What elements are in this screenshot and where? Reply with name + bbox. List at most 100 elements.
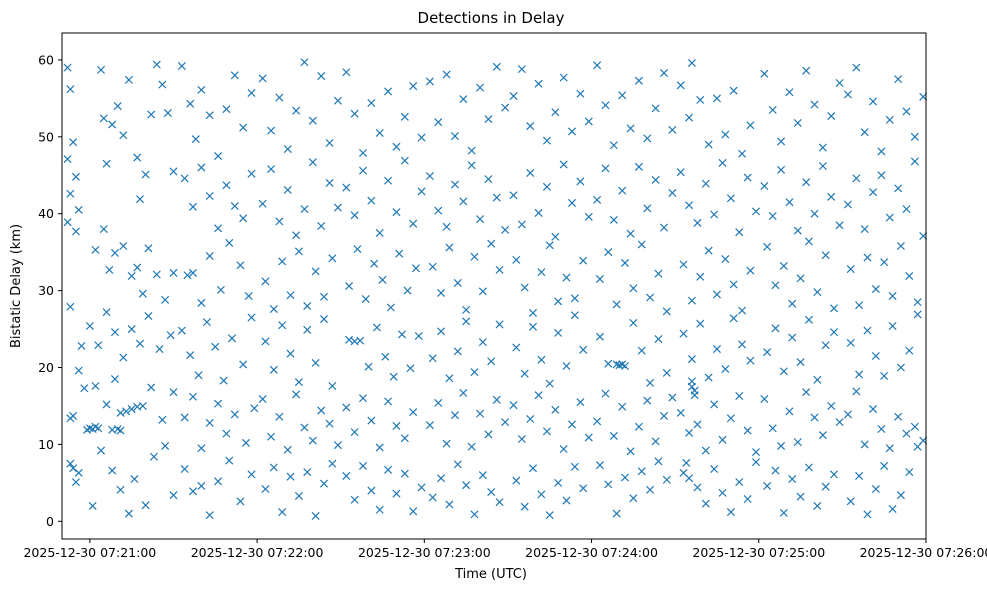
data-point xyxy=(855,301,864,310)
y-axis: 0 10 20 30 40 50 60 xyxy=(38,52,62,529)
data-point xyxy=(116,485,125,494)
data-point xyxy=(205,192,214,201)
data-point xyxy=(726,194,735,203)
data-point xyxy=(102,400,111,409)
data-point xyxy=(417,187,426,196)
data-point xyxy=(459,95,468,104)
data-point xyxy=(620,361,630,371)
data-point xyxy=(802,388,811,397)
data-point xyxy=(729,86,738,95)
data-point xyxy=(637,240,646,249)
data-point xyxy=(311,511,320,520)
data-point xyxy=(520,502,529,511)
data-point xyxy=(197,163,206,172)
data-point xyxy=(743,426,752,435)
data-point xyxy=(579,256,588,265)
data-point xyxy=(710,464,719,474)
data-point xyxy=(551,405,560,414)
data-point xyxy=(392,208,401,217)
data-point xyxy=(166,331,175,340)
y-tick-label: 30 xyxy=(38,283,54,298)
data-point xyxy=(442,70,451,79)
plot-frame xyxy=(61,32,927,540)
data-point xyxy=(372,323,381,332)
points-layer xyxy=(63,58,928,520)
data-point xyxy=(662,475,671,484)
data-point xyxy=(570,311,579,320)
data-point xyxy=(860,225,869,234)
data-point xyxy=(830,470,839,479)
data-point xyxy=(133,153,142,162)
data-point xyxy=(913,442,922,451)
data-point xyxy=(453,460,462,469)
data-point xyxy=(258,199,267,208)
data-point xyxy=(406,364,415,373)
data-point xyxy=(743,494,752,504)
x-tick-label: 2025-12-30 07:24:00 xyxy=(525,545,658,560)
data-point xyxy=(386,303,395,312)
data-point xyxy=(827,192,836,201)
data-point xyxy=(537,490,546,499)
data-point xyxy=(568,198,577,207)
data-point xyxy=(437,327,446,336)
data-point xyxy=(905,468,914,477)
data-point xyxy=(913,310,922,319)
data-point xyxy=(77,341,86,351)
data-point xyxy=(771,466,780,475)
data-point xyxy=(74,468,83,477)
data-point xyxy=(818,431,827,440)
data-point xyxy=(618,402,627,411)
data-point xyxy=(584,117,593,126)
data-point xyxy=(381,352,390,361)
data-point xyxy=(810,100,819,109)
data-point xyxy=(534,391,543,400)
data-point xyxy=(821,341,830,350)
data-point xyxy=(646,485,655,494)
data-point xyxy=(342,403,351,412)
x-tick-label: 2025-12-30 07:23:00 xyxy=(358,545,491,560)
data-point xyxy=(593,61,602,70)
y-tick-label: 50 xyxy=(38,129,54,144)
data-point xyxy=(300,205,309,214)
data-point xyxy=(239,360,248,369)
data-point xyxy=(860,440,869,449)
data-point xyxy=(367,98,376,108)
data-point xyxy=(311,267,320,276)
data-point xyxy=(509,191,518,200)
data-point xyxy=(871,285,880,294)
data-point xyxy=(294,378,303,387)
data-point xyxy=(609,141,618,150)
data-point xyxy=(796,492,805,501)
data-point xyxy=(434,118,443,127)
data-point xyxy=(896,241,905,251)
data-point xyxy=(846,265,855,274)
data-point xyxy=(509,92,518,101)
data-point xyxy=(880,371,889,380)
data-point xyxy=(785,198,794,207)
data-point xyxy=(512,255,521,264)
data-point xyxy=(871,351,880,361)
data-point xyxy=(534,208,543,217)
data-point xyxy=(659,411,669,420)
data-point xyxy=(328,254,337,263)
data-point xyxy=(384,87,393,96)
data-point xyxy=(414,331,423,341)
data-point xyxy=(417,133,426,142)
data-point xyxy=(275,217,284,226)
data-point xyxy=(384,465,393,474)
data-point xyxy=(325,178,334,187)
data-point xyxy=(888,321,897,331)
data-point xyxy=(877,425,886,434)
data-point xyxy=(230,201,239,211)
data-point xyxy=(693,420,702,429)
data-point xyxy=(470,252,479,261)
data-point xyxy=(685,428,694,437)
data-point xyxy=(551,232,560,241)
data-point xyxy=(88,501,97,510)
data-point xyxy=(545,511,554,520)
data-point xyxy=(450,132,460,141)
data-point xyxy=(804,463,813,472)
data-point xyxy=(696,95,705,104)
data-point xyxy=(690,391,699,400)
